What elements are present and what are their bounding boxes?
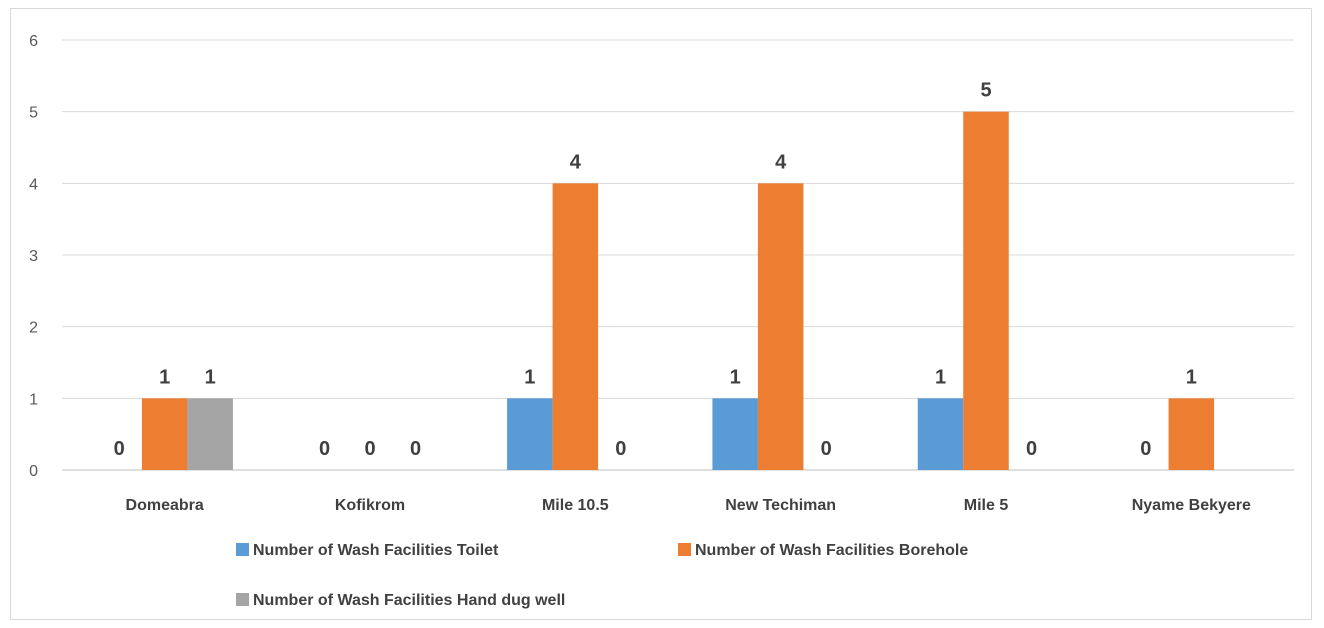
data-label: 0 [364,438,375,460]
legend-label: Number of Wash Facilities Toilet [253,542,499,559]
data-label: 0 [821,438,832,460]
gridlines [62,39,1294,471]
y-tick-label: 5 [29,105,38,122]
data-label: 1 [159,366,170,388]
data-label: 0 [319,438,330,460]
y-axis-ticks: 0 1 2 3 4 5 6 [29,33,38,480]
bar [712,398,758,470]
bar [141,398,188,470]
y-tick-label: 4 [29,176,38,193]
y-tick-label: 3 [29,248,38,265]
bar [552,183,599,471]
data-label: 0 [615,438,626,460]
legend-swatch [236,593,249,606]
data-label: 1 [524,366,535,388]
data-label: 0 [114,438,125,460]
legend-swatch [236,543,249,556]
category-label: Mile 5 [964,497,1009,514]
data-label: 0 [1026,438,1037,460]
category-label: New Techiman [725,497,836,514]
y-tick-label: 1 [29,391,38,408]
legend: Number of Wash Facilities Toilet Number o… [236,542,968,609]
y-tick-label: 2 [29,320,38,337]
category-label: Kofikrom [335,497,405,514]
bar [187,398,233,470]
data-label: 1 [1186,366,1197,388]
category-label: Domeabra [126,497,204,514]
legend-label: Number of Wash Facilities Borehole [695,542,968,559]
chart-frame [10,8,1312,620]
category-label: Mile 10.5 [542,497,609,514]
y-tick-label: 0 [29,463,38,480]
bar [757,183,804,471]
data-label: 0 [410,438,421,460]
bar [507,398,553,470]
bar [1168,398,1215,470]
data-label: 0 [1140,438,1151,460]
legend-label: Number of Wash Facilities Hand dug well [253,592,565,609]
data-labels: 0 1 1 0 0 0 1 4 0 1 4 0 1 5 0 0 1 [114,80,1197,460]
data-label: 1 [730,366,741,388]
y-tick-label: 6 [29,33,38,50]
data-label: 1 [935,366,946,388]
data-label: 1 [205,366,216,388]
bars [141,111,1215,471]
data-label: 4 [570,151,582,173]
bar [963,111,1009,471]
data-label: 5 [980,80,991,102]
category-label: Nyame Bekyere [1132,497,1251,514]
legend-swatch [678,543,691,556]
category-labels: Domeabra Kofikrom Mile 10.5 New Techiman Mil… [126,497,1251,514]
bar [917,398,964,470]
data-label: 4 [775,151,787,173]
